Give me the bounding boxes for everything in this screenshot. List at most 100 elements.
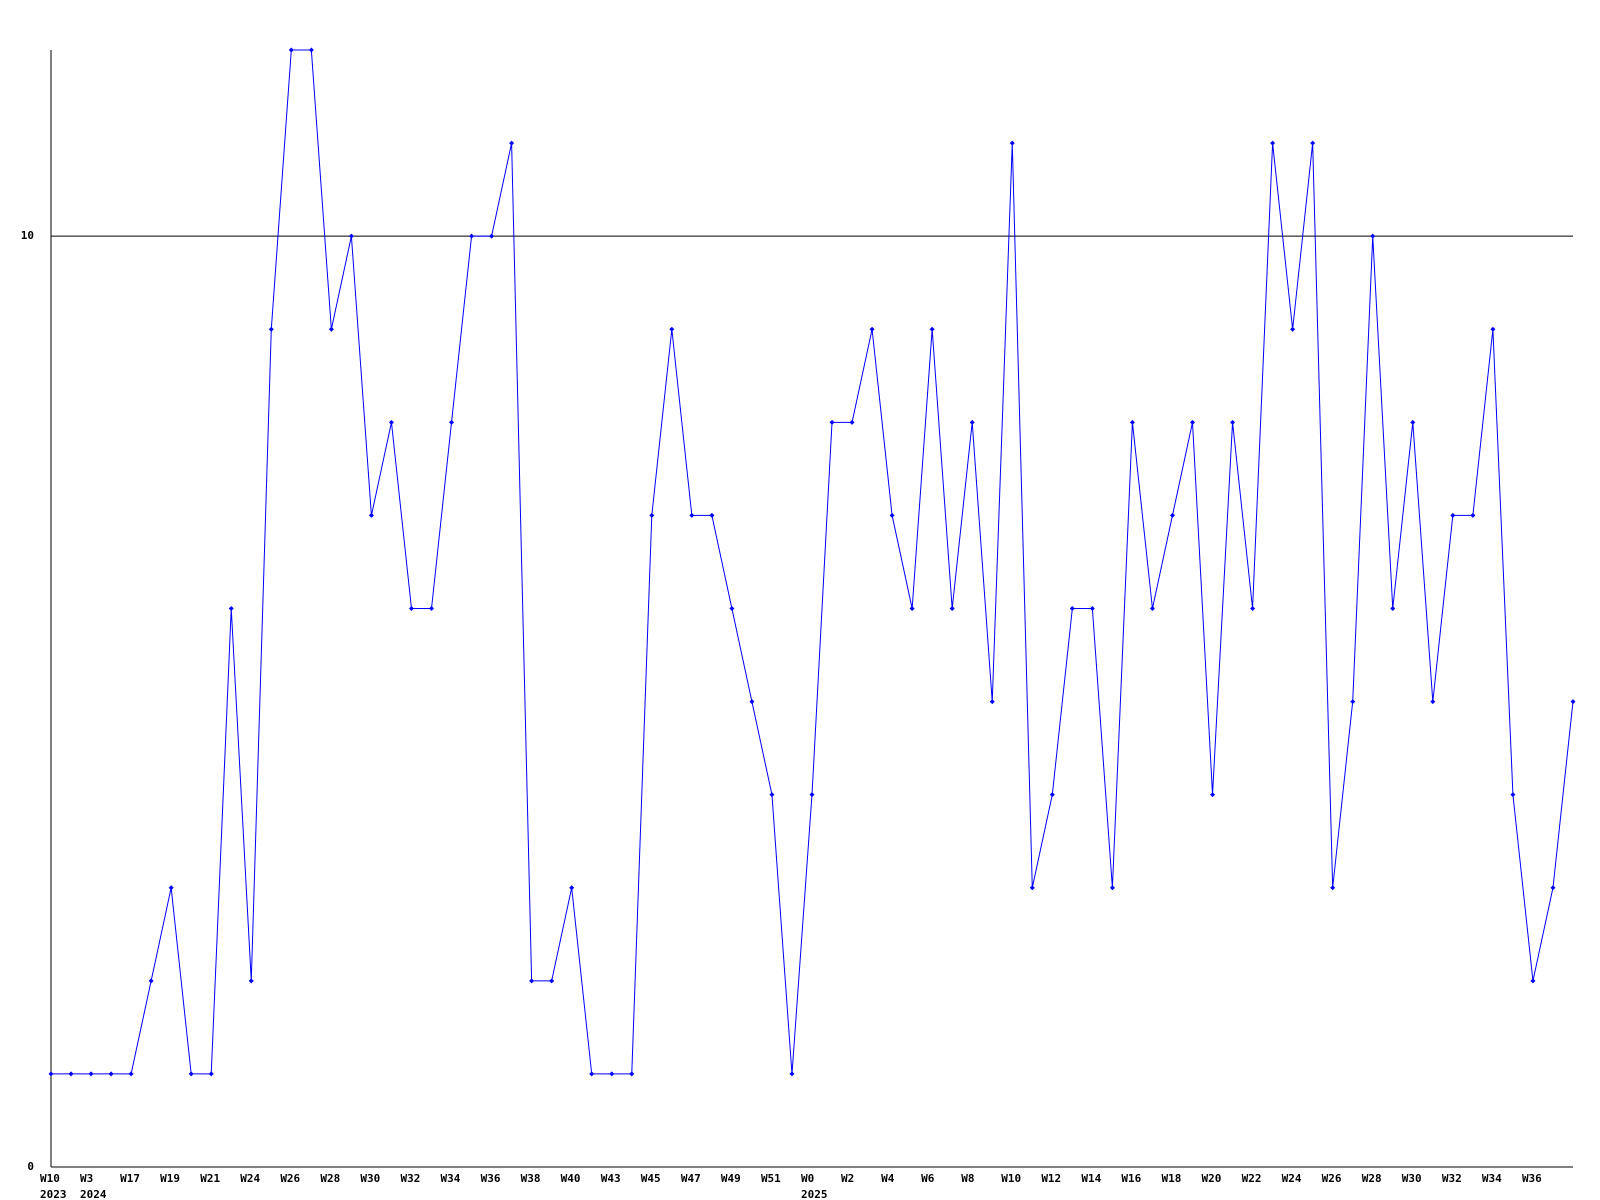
data-point [1290,326,1296,332]
data-point [1089,606,1095,611]
x-tick-label: W8 [961,1172,974,1185]
data-point [1470,512,1476,518]
data-point [989,699,995,705]
x-tick-label: W43 [601,1172,621,1185]
data-point [1510,792,1516,798]
data-point [769,792,775,798]
x-tick-label: W30 [360,1172,380,1185]
x-tick-label: W2 [841,1172,854,1185]
data-point [1570,699,1576,705]
data-point [68,1071,74,1077]
x-tick-label: W38 [521,1172,541,1185]
x-tick-label: W51 [761,1172,781,1185]
data-point [449,419,455,425]
x-tick-label: W22 [1242,1172,1262,1185]
x-tick-label: W3 [80,1172,93,1185]
x-tick-label: W21 [200,1172,220,1185]
x-tick-label: W47 [681,1172,701,1185]
data-point [1149,606,1155,611]
data-point [1230,419,1236,425]
x-year-label: 2023 [40,1188,67,1200]
data-point [188,1071,194,1077]
x-year-label: 2025 [801,1188,828,1200]
data-point [629,1071,635,1077]
data-point [1169,512,1175,518]
x-tick-label: W32 [1442,1172,1462,1185]
x-tick-label: W10 [1001,1172,1021,1185]
data-point [408,606,414,611]
x-tick-label: W49 [721,1172,741,1185]
x-tick-label: W12 [1041,1172,1061,1185]
x-tick-label: W24 [1282,1172,1302,1185]
data-point [609,1071,615,1077]
data-point [108,1071,114,1077]
data-point [1410,419,1416,425]
data-point [789,1071,795,1077]
x-tick-label: W32 [400,1172,420,1185]
data-point [1270,140,1276,146]
data-point [1129,419,1135,425]
x-tick-label: W24 [240,1172,260,1185]
data-point [1350,699,1356,705]
x-tick-label: W4 [881,1172,895,1185]
data-point [889,512,895,518]
x-tick-label: W6 [921,1172,935,1185]
x-tick-label: W34 [1482,1172,1502,1185]
data-point [1009,140,1015,146]
data-point [128,1071,134,1077]
data-point [809,792,815,798]
x-tick-label: W16 [1121,1172,1141,1185]
data-point [1069,606,1075,611]
x-tick-label: W10 [40,1172,60,1185]
data-point [729,606,735,611]
y-tick-label: 0 [27,1160,34,1173]
data-point [308,47,314,53]
data-point [689,512,695,518]
data-point [1049,792,1055,798]
x-tick-label: W26 [280,1172,300,1185]
data-point [669,326,675,332]
x-tick-label: W20 [1202,1172,1222,1185]
x-tick-label: W18 [1161,1172,1181,1185]
data-point [288,47,294,53]
x-tick-label: W36 [1522,1172,1542,1185]
data-point [469,233,475,239]
x-tick-label: W30 [1402,1172,1422,1185]
data-point [709,512,715,518]
x-tick-label: W45 [641,1172,661,1185]
data-point [929,326,935,332]
x-tick-label: W40 [561,1172,581,1185]
x-year-label: 2024 [80,1188,107,1200]
data-point [549,978,555,984]
data-point [368,512,374,518]
data-point [328,326,334,332]
x-tick-label: W0 [801,1172,814,1185]
data-point [1109,885,1115,891]
data-point [1550,885,1556,891]
data-point [949,606,955,611]
data-point [1250,606,1256,611]
data-point [749,699,755,705]
data-point [1029,885,1035,891]
data-point [48,1071,54,1077]
x-tick-label: W19 [160,1172,180,1185]
data-point [509,140,515,146]
data-point [1330,885,1336,891]
x-tick-label: W14 [1081,1172,1101,1185]
data-point [1530,978,1536,984]
data-point [1210,792,1216,798]
data-point [909,606,915,611]
data-point [208,1071,214,1077]
data-point [168,885,174,891]
x-tick-label: W28 [1362,1172,1382,1185]
data-point [148,978,154,984]
data-point [829,419,835,425]
data-point [348,233,354,239]
data-point [1450,512,1456,518]
data-line [51,49,1574,1075]
data-point [1490,326,1496,332]
data-point [1310,140,1316,146]
data-point [969,419,975,425]
